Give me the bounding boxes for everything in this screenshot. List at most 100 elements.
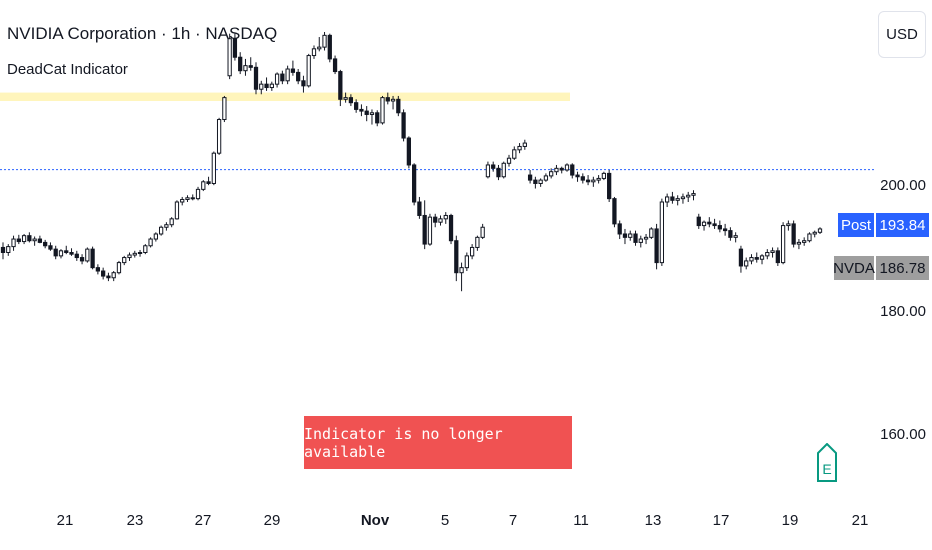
candle-body-up [158,226,164,235]
candle-body-up [369,112,375,115]
candle [533,176,538,189]
candle-body-down [401,112,406,139]
candle-body-down [448,214,454,242]
candle [401,109,406,142]
candle-body-down [775,250,780,264]
candle [538,178,543,187]
candle-body-down [385,97,390,102]
candle-body-down [533,179,538,184]
time-axis[interactable]: 21 23 27 29 Nov 5 7 11 13 17 19 21 [0,505,876,550]
currency-button[interactable]: USD [878,11,926,58]
candle-body-up [475,236,480,248]
candle [680,193,686,204]
candle [659,198,665,266]
candle-body-down [232,38,238,58]
candle [759,254,765,265]
candle-body-up [733,235,738,238]
candle [506,154,512,167]
candle [111,271,116,282]
candle-body-up [111,272,116,279]
candle [0,242,6,260]
time-tick: 27 [194,512,212,529]
candle-body-up [591,179,596,183]
candle-body-up [380,97,385,124]
candle [101,267,106,280]
candle [643,233,649,245]
candle-body-up [274,73,280,85]
candle [765,249,770,260]
candle [406,136,411,169]
candle-body-up [807,233,812,242]
candle-body-up [243,65,248,72]
candle [85,247,90,263]
candle-body-down [290,68,296,73]
price-scale[interactable]: 200.00 180.00 160.00 [876,0,932,505]
candle [501,161,506,179]
candle-body-up [137,252,143,254]
candle [469,244,475,260]
candle [612,196,617,228]
candle [216,117,222,155]
candle [11,235,16,251]
candle-body-up [596,177,601,181]
candle [475,235,480,251]
candle [628,230,633,241]
candle-body-down [90,248,95,269]
candle-body-up [501,162,506,178]
time-tick: 13 [644,512,662,529]
candle-body-up [765,252,770,257]
candle [654,223,659,270]
candle-body-up [122,257,127,264]
candle [554,164,559,176]
symbol-title[interactable]: NVIDIA Corporation · 1h · NASDAQ [7,24,278,43]
time-tick: 5 [440,512,450,529]
candle-body-down [248,65,253,68]
candle-body-up [143,245,148,253]
price-chart[interactable] [0,0,876,505]
candle [143,244,148,255]
candle-body-down [37,238,43,243]
candle-body-down [607,172,612,200]
candle [491,161,496,172]
candle-body-down [496,167,501,178]
candle [638,235,643,248]
candle-body-down [327,34,332,60]
earnings-letter: E [822,461,831,477]
candle [733,232,738,243]
candle-body-down [264,83,269,89]
candle [807,232,812,243]
candle [607,170,612,202]
candle [338,69,343,107]
candle [686,191,691,202]
candle-body-down [728,230,733,238]
candle [390,95,396,110]
candle [549,168,554,179]
candle [348,94,354,107]
candle-body-up [780,225,786,264]
candle-body-up [759,255,765,260]
candle [269,81,274,91]
candle [43,239,48,249]
candle-body-up [512,149,517,159]
candle [728,227,733,241]
candle [132,250,137,258]
highlight-zone [0,92,570,101]
candle [454,235,459,282]
candle-body-up [153,233,158,240]
post-tag-label: Post [838,213,874,237]
candle-body-up [390,98,396,102]
candle [48,242,53,251]
candle [543,173,549,182]
candle-body-down [53,248,58,257]
candle [359,104,364,117]
chart-area[interactable] [0,0,876,505]
candle-body-up [480,226,485,238]
indicator-legend[interactable]: DeadCat Indicator [7,61,128,78]
candle-body-down [633,233,638,243]
candle [195,186,201,201]
candle [95,264,101,275]
candle [290,60,296,76]
candle-body-down [738,248,744,267]
earnings-icon[interactable]: E [816,442,838,488]
candle [222,95,227,123]
